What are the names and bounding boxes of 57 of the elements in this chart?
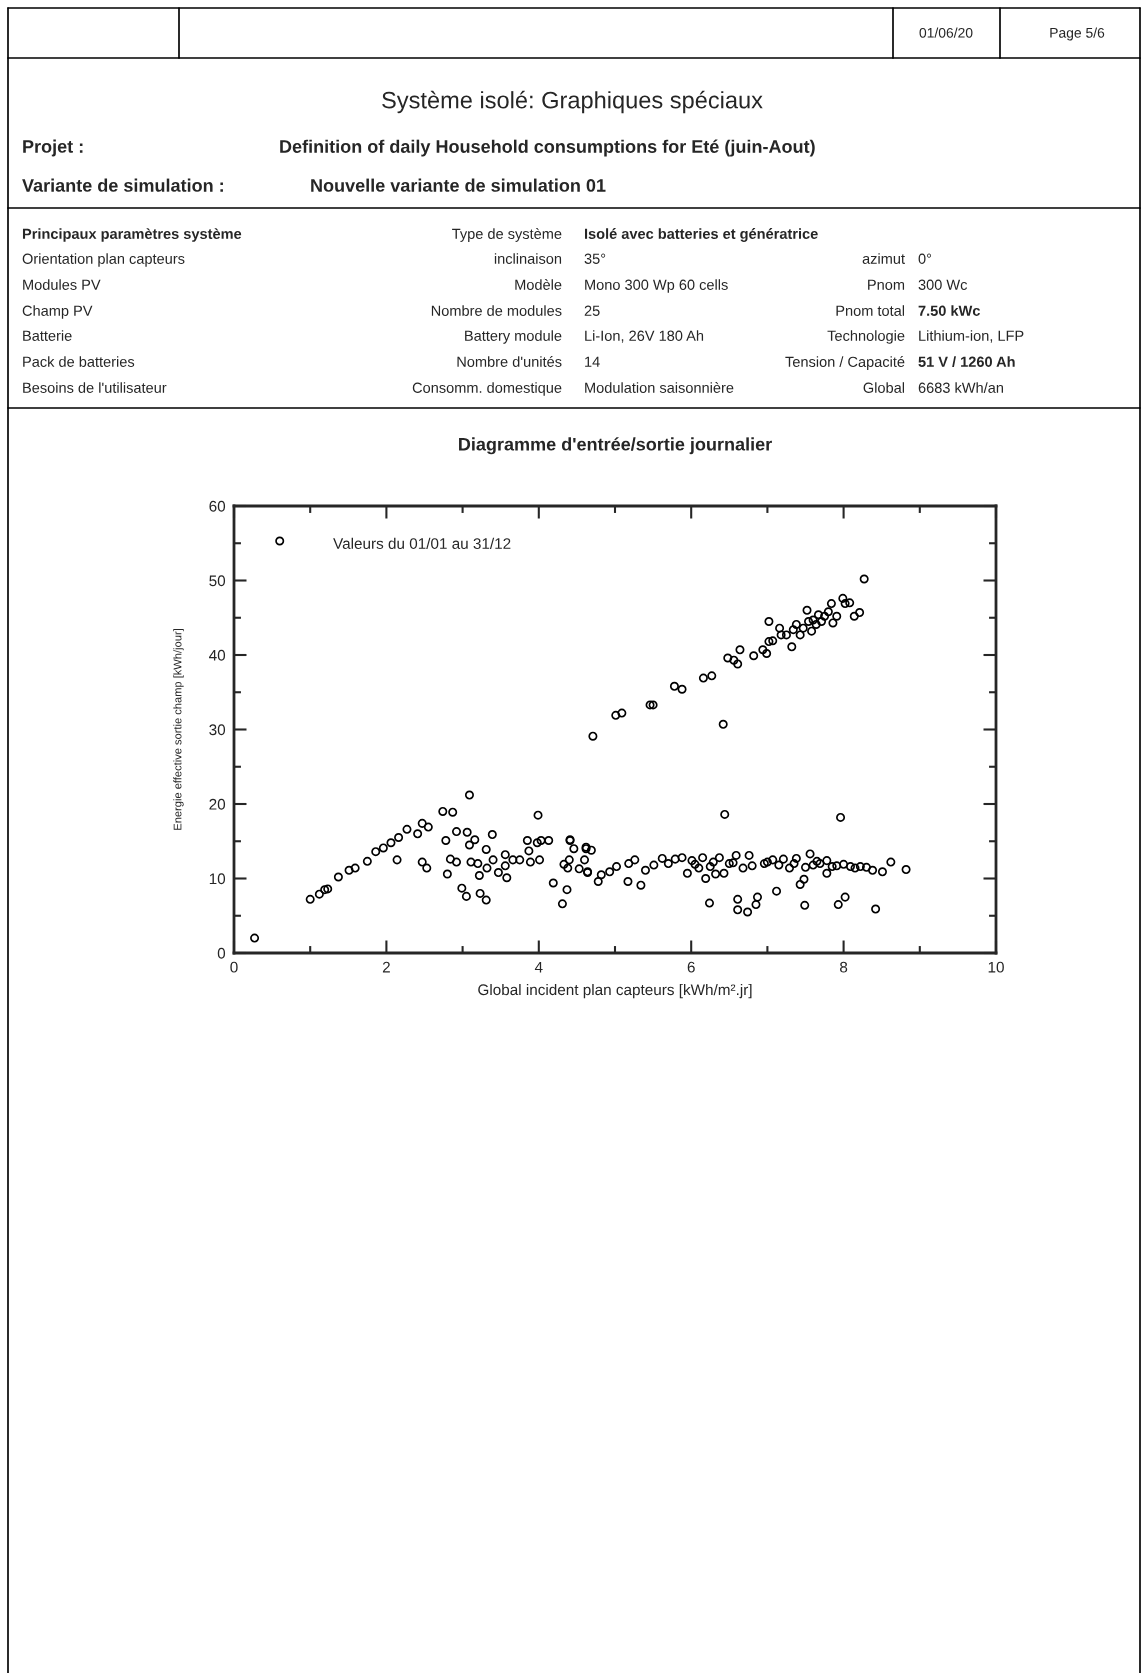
text: Variante de simulation : bbox=[22, 178, 223, 192]
chart-title: Diagramme d'entrée/sortie journalier bbox=[459, 437, 772, 455]
annotation: Valeurs du 01/01 au 31/12 bbox=[333, 537, 511, 549]
text: Modules PV bbox=[23, 279, 101, 290]
text: 300 Wc bbox=[918, 279, 968, 290]
text: Nouvelle variante de simulation 01 bbox=[311, 178, 606, 192]
text: 6683 kWh/an bbox=[918, 382, 1003, 393]
y-tick-label: 30 bbox=[209, 724, 226, 736]
text: Definition of daily Household consumptions for Eté (juin-Aout) bbox=[280, 139, 815, 157]
text: Tension / Capacité bbox=[785, 356, 905, 370]
text: Besoins de l'utilisateur bbox=[23, 382, 167, 393]
text: Isolé avec batteries et génératrice bbox=[584, 228, 818, 242]
x-tick-label: 6 bbox=[687, 961, 695, 973]
text: Page 5/6 bbox=[1050, 27, 1105, 41]
text: 25 bbox=[584, 305, 600, 316]
x-axis-title: Global incident plan capteurs [kWh/m².jr] bbox=[478, 983, 752, 999]
text: Global bbox=[863, 382, 905, 393]
text: Champ PV bbox=[22, 305, 93, 319]
text: Consomm. domestique bbox=[412, 382, 562, 396]
text: Batterie bbox=[23, 330, 72, 341]
text: 0° bbox=[918, 253, 932, 264]
y-tick-label: 40 bbox=[209, 649, 226, 661]
x-tick-label: 8 bbox=[840, 961, 848, 973]
text: 01/06/20 bbox=[919, 27, 973, 38]
text: Pnom bbox=[868, 279, 905, 290]
text: Nombre d'unités bbox=[457, 356, 562, 367]
text: Type de système bbox=[452, 228, 562, 242]
text: Principaux paramètres système bbox=[22, 228, 242, 242]
text: Modèle bbox=[515, 279, 562, 290]
text: 35° bbox=[584, 253, 606, 264]
y-tick-label: 10 bbox=[209, 873, 226, 885]
y-tick-label: 0 bbox=[217, 947, 226, 959]
text: 7.50 kWc bbox=[918, 305, 980, 316]
text: azimut bbox=[862, 253, 905, 264]
y-tick-label: 20 bbox=[209, 798, 226, 810]
text: Système isolé: Graphiques spéciaux bbox=[382, 90, 763, 114]
y-tick-label: 60 bbox=[209, 500, 226, 512]
text: inclinaison bbox=[494, 253, 562, 264]
text: Orientation plan capteurs bbox=[22, 253, 185, 267]
y-tick-label: 50 bbox=[209, 575, 226, 587]
text: 51 V / 1260 Ah bbox=[918, 356, 1015, 368]
text: Li-Ion, 26V 180 Ah bbox=[585, 330, 704, 343]
text: Technologie bbox=[827, 330, 905, 344]
x-tick-label: 0 bbox=[230, 961, 238, 973]
x-tick-label: 4 bbox=[534, 961, 543, 973]
text: Battery module bbox=[465, 330, 562, 344]
text: Nombre de modules bbox=[431, 305, 562, 316]
text: Mono 300 Wp 60 cells bbox=[585, 279, 728, 293]
x-tick-label: 2 bbox=[382, 961, 390, 973]
text: Projet : bbox=[23, 139, 83, 157]
text: 14 bbox=[585, 356, 600, 367]
text: Pnom total bbox=[836, 305, 905, 316]
text: Pack de batteries bbox=[23, 356, 135, 367]
text: Lithium-ion, LFP bbox=[919, 330, 1024, 343]
y-axis-title: Energie effective sortie champ [kWh/jour] bbox=[173, 629, 184, 830]
text: Modulation saisonnière bbox=[585, 382, 734, 393]
x-tick-label: 10 bbox=[988, 961, 1004, 973]
